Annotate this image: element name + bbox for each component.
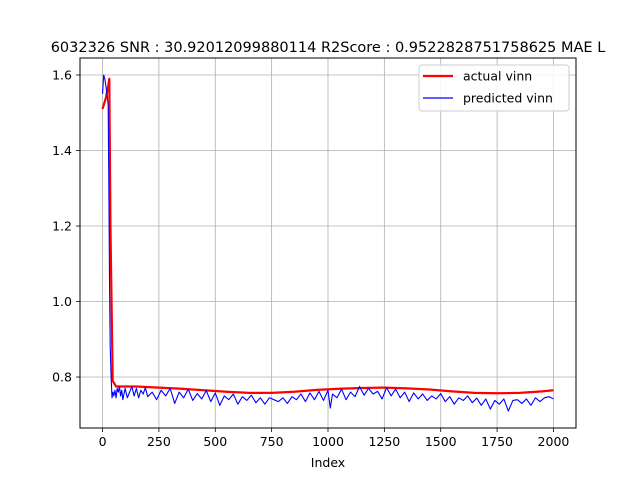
x-tick-label: 1750 [481,434,513,449]
legend-label-actual-vinn: actual vinn [463,69,532,84]
series-line-predicted-vinn [102,74,554,412]
x-tick-label: 0 [99,434,107,449]
legend: actual vinn predicted vinn [418,64,570,112]
x-tick-label: 750 [260,434,284,449]
y-tick-label: 1.4 [52,143,72,158]
x-tick-label: 1250 [368,434,400,449]
series-line-actual-vinn [101,77,554,395]
x-tick-label: 2000 [538,434,570,449]
x-tick-label: 500 [203,434,227,449]
x-tick-label: 1500 [425,434,457,449]
y-tick-label: 0.8 [52,370,72,385]
y-axis-ticks: 0.8 1.0 1.2 1.4 1.6 [52,67,80,385]
legend-box [418,64,570,112]
y-tick-label: 1.2 [52,219,72,234]
x-tick-label: 1000 [312,434,344,449]
x-axis-ticks: 0 250 500 750 1000 1250 1500 1750 2000 [99,428,570,449]
y-tick-label: 1.0 [52,294,72,309]
x-tick-label: 250 [147,434,171,449]
legend-label-predicted-vinn: predicted vinn [463,91,553,106]
y-tick-label: 1.6 [52,67,72,82]
chart-title: 6032326 SNR : 30.92012099880114 R2Score … [51,40,606,56]
series-lines [101,74,554,412]
x-axis-label: Index [311,455,345,470]
grid-lines [80,58,576,428]
